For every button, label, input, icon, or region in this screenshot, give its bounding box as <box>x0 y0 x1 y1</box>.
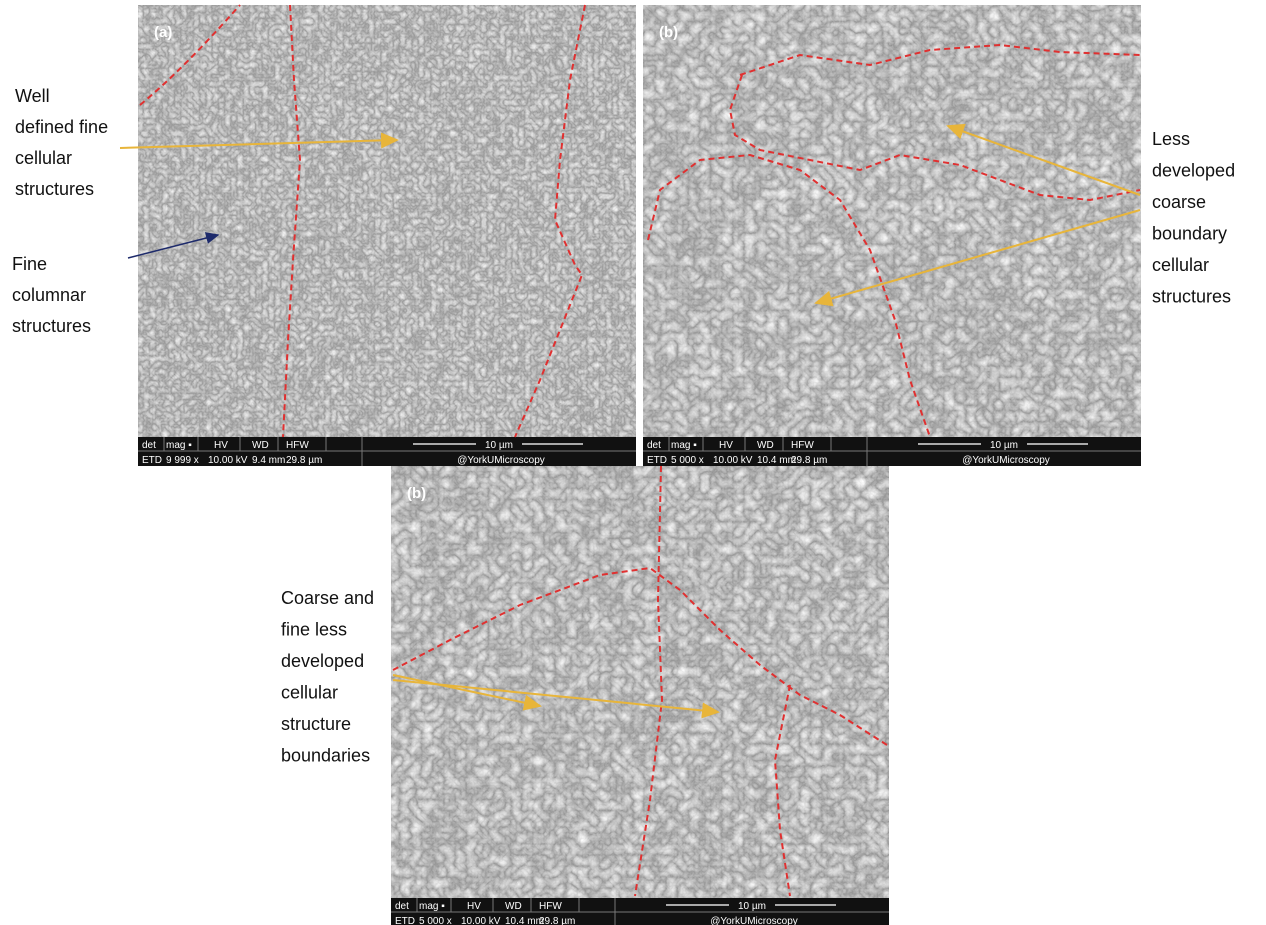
info-header: mag ▪ <box>671 440 697 451</box>
info-header: HV <box>719 440 733 451</box>
info-value: 5 000 x <box>419 916 452 925</box>
annotation-line: Coarse and <box>281 588 374 608</box>
info-value: 9.4 mm <box>252 455 285 466</box>
scale-label: 10 µm <box>990 440 1018 451</box>
info-header: det <box>395 901 409 912</box>
annotation-line: cellular <box>1152 255 1209 275</box>
info-value: ETD <box>142 455 162 466</box>
info-value: 9 999 x <box>166 455 199 466</box>
annotation-line: cellular <box>15 148 72 168</box>
info-value: 29.8 µm <box>791 455 827 466</box>
info-value: ETD <box>395 916 415 925</box>
panel-label: (a) <box>154 24 172 41</box>
info-header: HFW <box>791 440 814 451</box>
panel-label: (b) <box>659 24 678 41</box>
figure: (a) det mag ▪ HV WD HFW ETD 9 999 x 10.00 kV 9.4 … <box>0 0 1266 925</box>
annotation-line: structures <box>15 179 94 199</box>
micrograph <box>138 5 636 437</box>
info-header: WD <box>252 440 269 451</box>
annotation-line: Well <box>15 86 50 106</box>
annotation-line: fine less <box>281 620 347 640</box>
annotation-line: structure <box>281 714 351 734</box>
panel-label: (b) <box>407 485 426 502</box>
info-header: mag ▪ <box>419 901 445 912</box>
info-value: 10.00 kV <box>208 455 248 466</box>
info-header: det <box>647 440 661 451</box>
annotation-line: Fine <box>12 254 47 274</box>
annotation-line: structures <box>12 316 91 336</box>
info-value: 29.8 µm <box>539 916 575 925</box>
annotation-line: cellular <box>281 683 338 703</box>
info-header: HV <box>214 440 228 451</box>
info-value: ETD <box>647 455 667 466</box>
scale-label: 10 µm <box>485 440 513 451</box>
info-header: mag ▪ <box>166 440 192 451</box>
info-header: WD <box>757 440 774 451</box>
annotation-line: Less <box>1152 129 1190 149</box>
annotation-line: coarse <box>1152 192 1206 212</box>
info-header: HV <box>467 901 481 912</box>
annotation-line: columnar <box>12 285 86 305</box>
annotation-line: defined fine <box>15 117 108 137</box>
info-value: 10.00 kV <box>461 916 501 925</box>
annotation-line: developed <box>1152 161 1235 181</box>
info-header: HFW <box>286 440 309 451</box>
credit: @YorkUMicroscopy <box>457 455 545 466</box>
info-value: 29.8 µm <box>286 455 322 466</box>
annotation-line: boundaries <box>281 746 370 766</box>
info-header: HFW <box>539 901 562 912</box>
info-header: det <box>142 440 156 451</box>
credit: @YorkUMicroscopy <box>962 455 1050 466</box>
annotation-line: structures <box>1152 287 1231 307</box>
micrograph <box>643 5 1141 437</box>
annotation-line: developed <box>281 651 364 671</box>
credit: @YorkUMicroscopy <box>710 916 798 925</box>
scale-label: 10 µm <box>738 901 766 912</box>
info-value: 5 000 x <box>671 455 704 466</box>
info-header: WD <box>505 901 522 912</box>
micrograph <box>391 466 889 898</box>
annotation-line: boundary <box>1152 224 1227 244</box>
info-value: 10.00 kV <box>713 455 753 466</box>
